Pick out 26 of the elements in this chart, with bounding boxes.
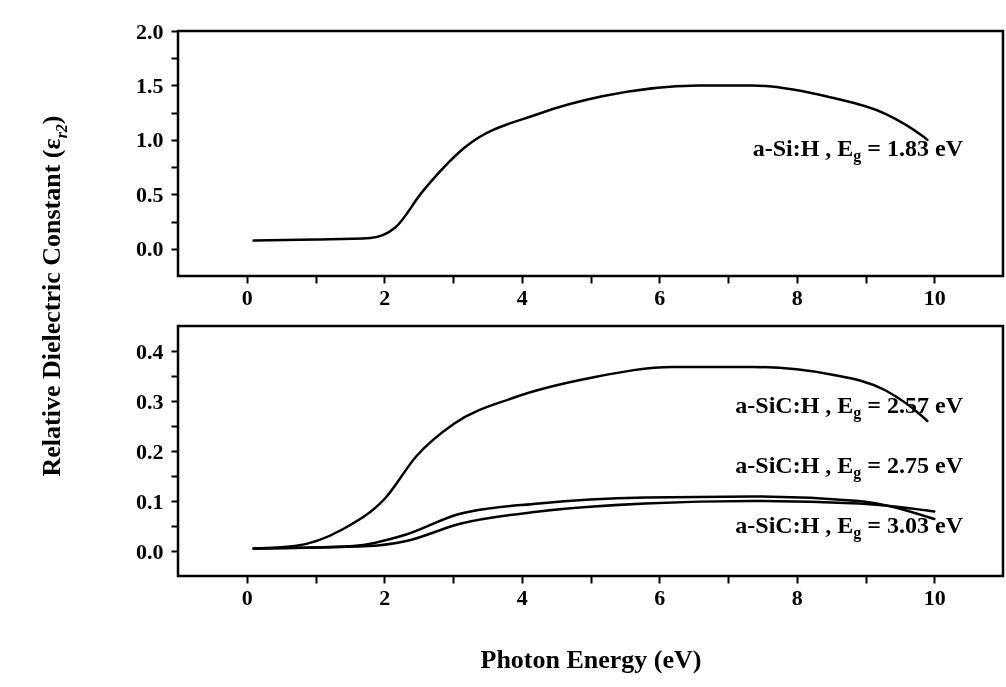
x-tick-label: 10 [923,584,946,610]
x-tick-label: 8 [791,284,803,310]
y-tick-label: 0.5 [136,181,164,207]
x-tick-label: 4 [516,584,528,610]
x-tick-label: 6 [654,284,666,310]
y-tick-label: 0.3 [136,388,164,414]
y-tick-label: 1.0 [136,127,164,153]
x-tick-label: 4 [516,284,528,310]
y-tick-label: 1.5 [136,72,164,98]
y-tick-label: 0.0 [136,236,164,262]
series-label: a-SiC:H , E$_{g}$ = 3.03 eV [735,512,964,542]
y-tick-label: 2.0 [136,18,164,44]
x-tick-label: 6 [654,584,666,610]
y-tick-label: 0.2 [136,438,164,464]
x-tick-label: 8 [791,584,803,610]
x-tick-label: 2 [379,584,391,610]
y-tick-label: 0.1 [136,488,164,514]
x-tick-label: 0 [241,284,253,310]
x-axis-title: Photon Energy (eV) [480,644,702,674]
x-tick-label: 2 [379,284,391,310]
y-tick-label: 0.0 [136,538,164,564]
x-tick-label: 10 [923,284,946,310]
series-label: a-Si:H , E$_{g}$ = 1.83 eV [752,135,964,165]
series-label: a-SiC:H , E$_{g}$ = 2.75 eV [735,452,964,482]
y-tick-label: 0.4 [136,338,164,364]
x-tick-label: 0 [241,584,253,610]
